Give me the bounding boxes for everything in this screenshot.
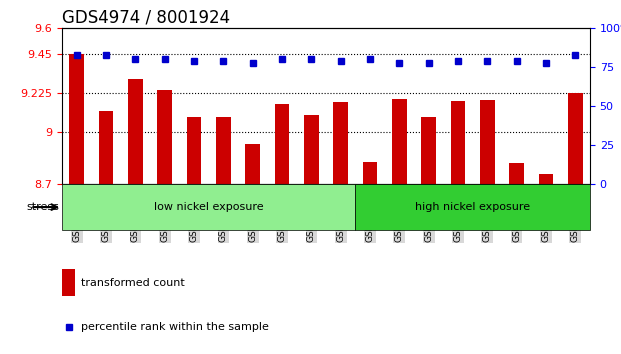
Text: percentile rank within the sample: percentile rank within the sample [81,322,268,332]
Bar [451,101,465,184]
Bar [187,116,201,184]
Text: GDS4974 / 8001924: GDS4974 / 8001924 [62,9,230,27]
Bar [568,93,582,184]
Bar [363,161,378,184]
Bar [392,99,407,184]
Bar [421,116,436,184]
Bar [245,144,260,184]
Bar [216,116,231,184]
Text: stress: stress [27,202,60,212]
Bar [538,174,553,184]
Bar [274,104,289,184]
Bar [70,54,84,184]
Bar [304,115,319,184]
Bar [157,90,172,184]
FancyBboxPatch shape [355,184,590,230]
Bar [128,79,143,184]
Text: high nickel exposure: high nickel exposure [415,202,530,212]
Bar [99,112,114,184]
Bar [480,100,495,184]
Bar [62,269,75,296]
Bar [333,102,348,184]
Bar [509,163,524,184]
Text: transformed count: transformed count [81,278,184,288]
FancyBboxPatch shape [62,184,355,230]
Text: low nickel exposure: low nickel exposure [154,202,263,212]
